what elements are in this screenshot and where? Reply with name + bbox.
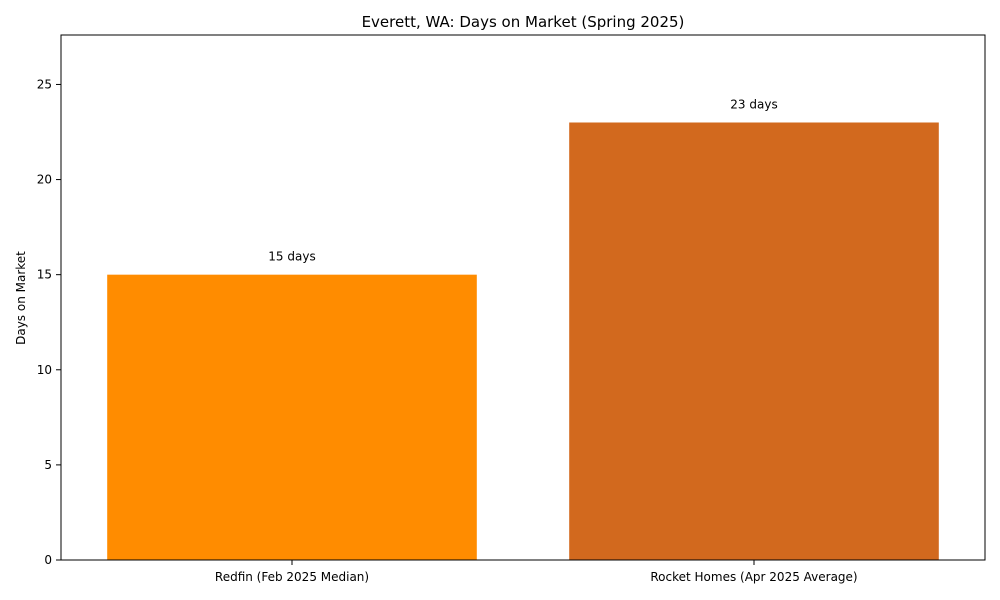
- bar: [569, 122, 939, 560]
- y-tick-label: 10: [37, 363, 52, 377]
- bar: [107, 274, 477, 560]
- y-axis-label: Days on Market: [14, 251, 28, 345]
- y-tick-label: 15: [37, 268, 52, 282]
- bar-value-label: 23 days: [730, 98, 777, 112]
- chart-title: Everett, WA: Days on Market (Spring 2025…: [362, 13, 685, 31]
- y-tick-label: 5: [44, 458, 52, 472]
- y-axis: 0 5 10 15 20 25: [37, 77, 61, 567]
- y-tick-label: 25: [37, 77, 52, 91]
- x-tick-label: Redfin (Feb 2025 Median): [215, 570, 369, 584]
- x-tick-label: Rocket Homes (Apr 2025 Average): [650, 570, 857, 584]
- bar-value-label: 15 days: [268, 250, 315, 264]
- plot-frame: [60, 34, 986, 561]
- bars-group: 15 days 23 days: [107, 98, 939, 560]
- y-tick-label: 0: [44, 553, 52, 567]
- y-tick-label: 20: [37, 173, 52, 187]
- x-axis: Redfin (Feb 2025 Median) Rocket Homes (Ap…: [215, 560, 858, 584]
